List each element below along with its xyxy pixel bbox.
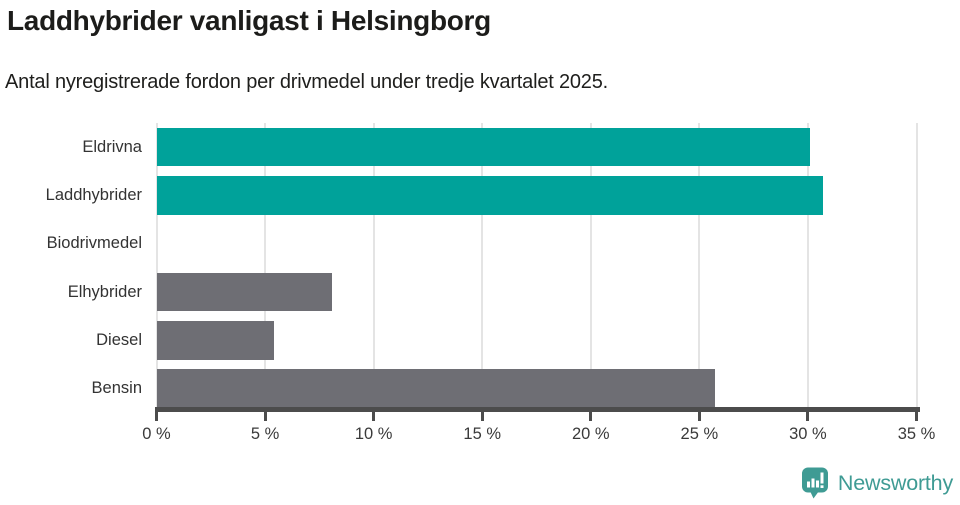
gridline — [698, 123, 701, 407]
x-axis-tick — [155, 411, 158, 421]
bar-elhybrider — [156, 272, 333, 312]
chart-subtitle: Antal nyregistrerade fordon per drivmede… — [5, 71, 609, 93]
x-axis-tick-label: 25 % — [680, 424, 719, 443]
bar-diesel — [156, 321, 274, 360]
x-axis-tick — [589, 411, 593, 421]
x-axis-tick — [915, 411, 918, 421]
category-label-biodrivmedel: Biodrivmedel — [46, 234, 142, 253]
category-label-bensin: Bensin — [91, 379, 142, 398]
bar-bensin — [156, 369, 715, 408]
category-label-eldrivna: Eldrivna — [82, 137, 142, 156]
x-axis-tick — [372, 411, 376, 421]
category-label-laddhybrider: Laddhybrider — [45, 185, 142, 204]
gridline — [264, 123, 267, 407]
x-axis-tick — [806, 411, 810, 421]
gridline — [372, 123, 375, 407]
x-axis-tick-label: 35 % — [897, 424, 936, 443]
bar-laddhybrider — [156, 176, 824, 215]
x-axis-tick-label: 10 % — [354, 424, 393, 443]
x-axis-tick-label: 20 % — [571, 424, 610, 443]
x-axis-line — [155, 407, 920, 412]
x-axis-tick — [697, 411, 701, 421]
x-axis-tick — [263, 411, 267, 421]
category-label-elhybrider: Elhybrider — [67, 282, 142, 301]
category-label-diesel: Diesel — [96, 330, 142, 349]
newsworthy-logo-icon — [801, 467, 828, 499]
gridline — [915, 123, 918, 407]
gridline — [481, 123, 484, 407]
gridline — [589, 123, 592, 407]
x-axis-tick-label: 30 % — [789, 424, 827, 443]
bar-eldrivna — [156, 127, 811, 167]
gridline — [155, 123, 158, 407]
x-axis-tick — [480, 411, 484, 421]
chart-title: Laddhybrider vanligast i Helsingborg — [7, 5, 491, 36]
x-axis-tick-label: 0 % — [142, 424, 171, 443]
gridline — [806, 123, 809, 407]
brand-name: Newsworthy — [837, 470, 953, 495]
x-axis-tick-label: 5 % — [250, 424, 280, 443]
x-axis-tick-label: 15 % — [463, 424, 502, 443]
brand-footer: Newsworthy — [799, 466, 953, 500]
